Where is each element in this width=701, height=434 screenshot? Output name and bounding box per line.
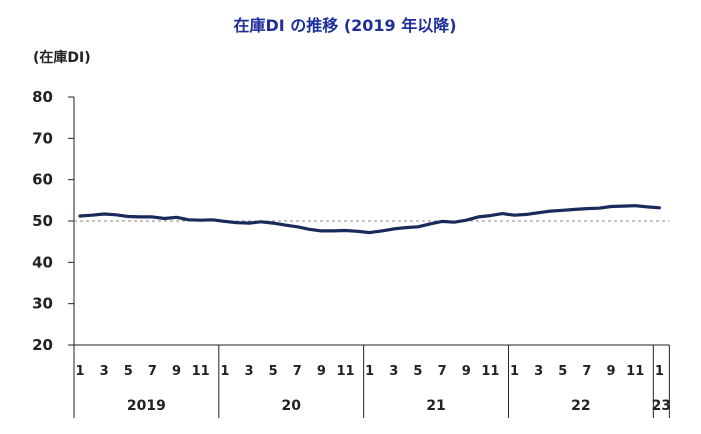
x-tick-label: 11 xyxy=(481,364,499,379)
x-tick-label: 11 xyxy=(626,364,644,379)
y-axis: 20 30 40 50 60 70 80 xyxy=(32,88,75,354)
x-tick-label: 7 xyxy=(293,364,302,379)
x-tick-label: 7 xyxy=(438,364,447,379)
year-label: 2019 xyxy=(127,398,166,414)
y-tick-label: 20 xyxy=(32,336,53,354)
x-tick-label: 7 xyxy=(148,364,157,379)
x-tick-label: 11 xyxy=(336,364,354,379)
x-tick-label: 5 xyxy=(124,364,133,379)
x-tick-label: 1 xyxy=(655,364,664,379)
x-tick-label: 5 xyxy=(558,364,567,379)
x-tick-label: 1 xyxy=(75,364,84,379)
series-group xyxy=(78,204,662,235)
y-tick-label: 70 xyxy=(32,129,53,147)
year-label: 20 xyxy=(281,398,301,414)
x-tick-label: 5 xyxy=(269,364,278,379)
x-tick-label: 7 xyxy=(582,364,591,379)
x-tick-label: 3 xyxy=(389,364,398,379)
year-label: 21 xyxy=(426,398,445,414)
y-tick-label: 40 xyxy=(32,253,53,271)
x-tick-label: 9 xyxy=(462,364,471,379)
x-tick-label: 9 xyxy=(317,364,326,379)
series-line xyxy=(78,204,662,235)
y-tick-label: 50 xyxy=(32,212,53,230)
y-axis-unit-label: (在庫DI) xyxy=(33,49,91,66)
chart-title: 在庫DI の推移 (2019 年以降) xyxy=(233,16,456,35)
x-tick-label: 1 xyxy=(220,364,229,379)
year-label: 23 xyxy=(652,398,671,414)
x-tick-label: 5 xyxy=(413,364,422,379)
x-tick-label: 1 xyxy=(365,364,374,379)
year-label: 22 xyxy=(571,398,590,414)
x-tick-label: 11 xyxy=(192,364,210,379)
x-tick-label: 1 xyxy=(510,364,519,379)
x-tick-label: 3 xyxy=(534,364,543,379)
x-tick-label: 9 xyxy=(172,364,181,379)
y-tick-label: 30 xyxy=(32,295,53,313)
x-tick-label: 9 xyxy=(607,364,616,379)
x-tick-label: 3 xyxy=(100,364,109,379)
x-tick-label: 3 xyxy=(244,364,253,379)
y-tick-label: 60 xyxy=(32,171,53,189)
y-tick-label: 80 xyxy=(32,88,53,106)
